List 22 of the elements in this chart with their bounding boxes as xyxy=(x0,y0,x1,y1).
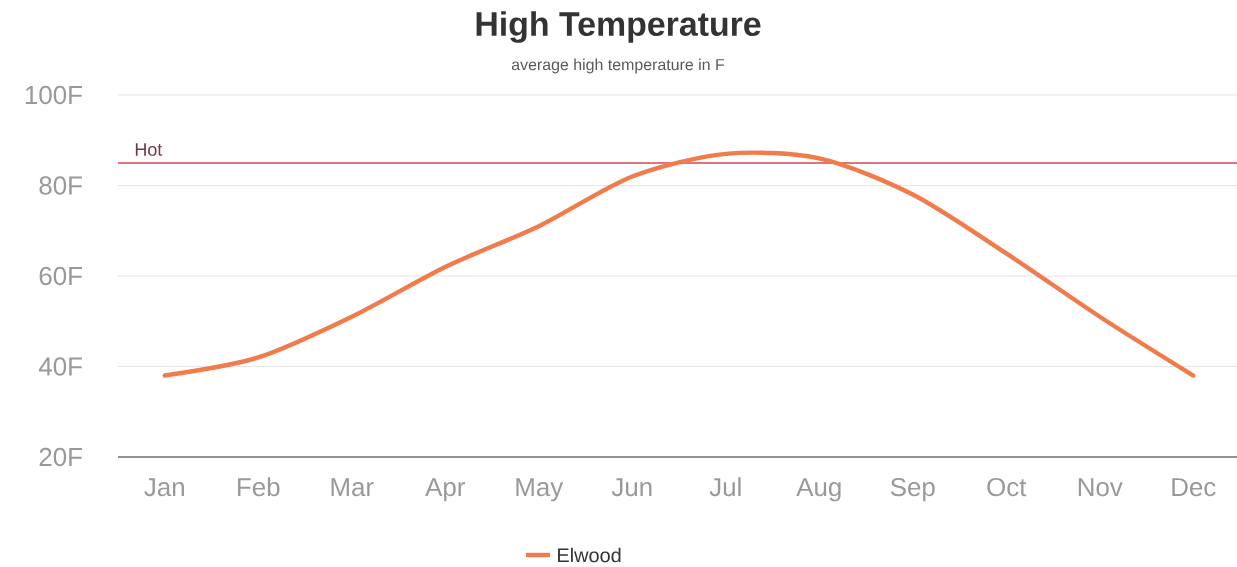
x-tick-label: Aug xyxy=(796,478,841,502)
x-tick-label: Dec xyxy=(1172,478,1216,497)
x-tick-label: Apr xyxy=(425,478,465,502)
x-tick-label: Sep xyxy=(890,477,935,502)
x-tick-label: Feb xyxy=(238,477,280,497)
legend-label: Elwood xyxy=(558,547,621,563)
x-tick-label: Nov xyxy=(1078,478,1123,497)
y-tick-label: 60F xyxy=(39,266,82,286)
x-tick-label: Jan xyxy=(144,478,184,497)
y-tick-label: 40F xyxy=(38,357,82,376)
x-tick-label: May xyxy=(516,478,564,502)
chart-subtitle: average high temperature in F xyxy=(511,58,725,74)
y-tick-label: 80F xyxy=(39,176,82,195)
y-tick-label: 20F xyxy=(39,447,82,467)
x-tick-label: Jul xyxy=(709,477,741,497)
x-tick-label: Oct xyxy=(987,477,1027,497)
x-tick-label: Jun xyxy=(611,478,652,497)
line-series xyxy=(162,150,1196,378)
ref-line-label: Hot xyxy=(135,143,163,156)
y-tick-label: 100F xyxy=(25,85,82,105)
x-tick-label: Mar xyxy=(331,478,374,497)
chart-title: High Temperature xyxy=(476,11,761,43)
